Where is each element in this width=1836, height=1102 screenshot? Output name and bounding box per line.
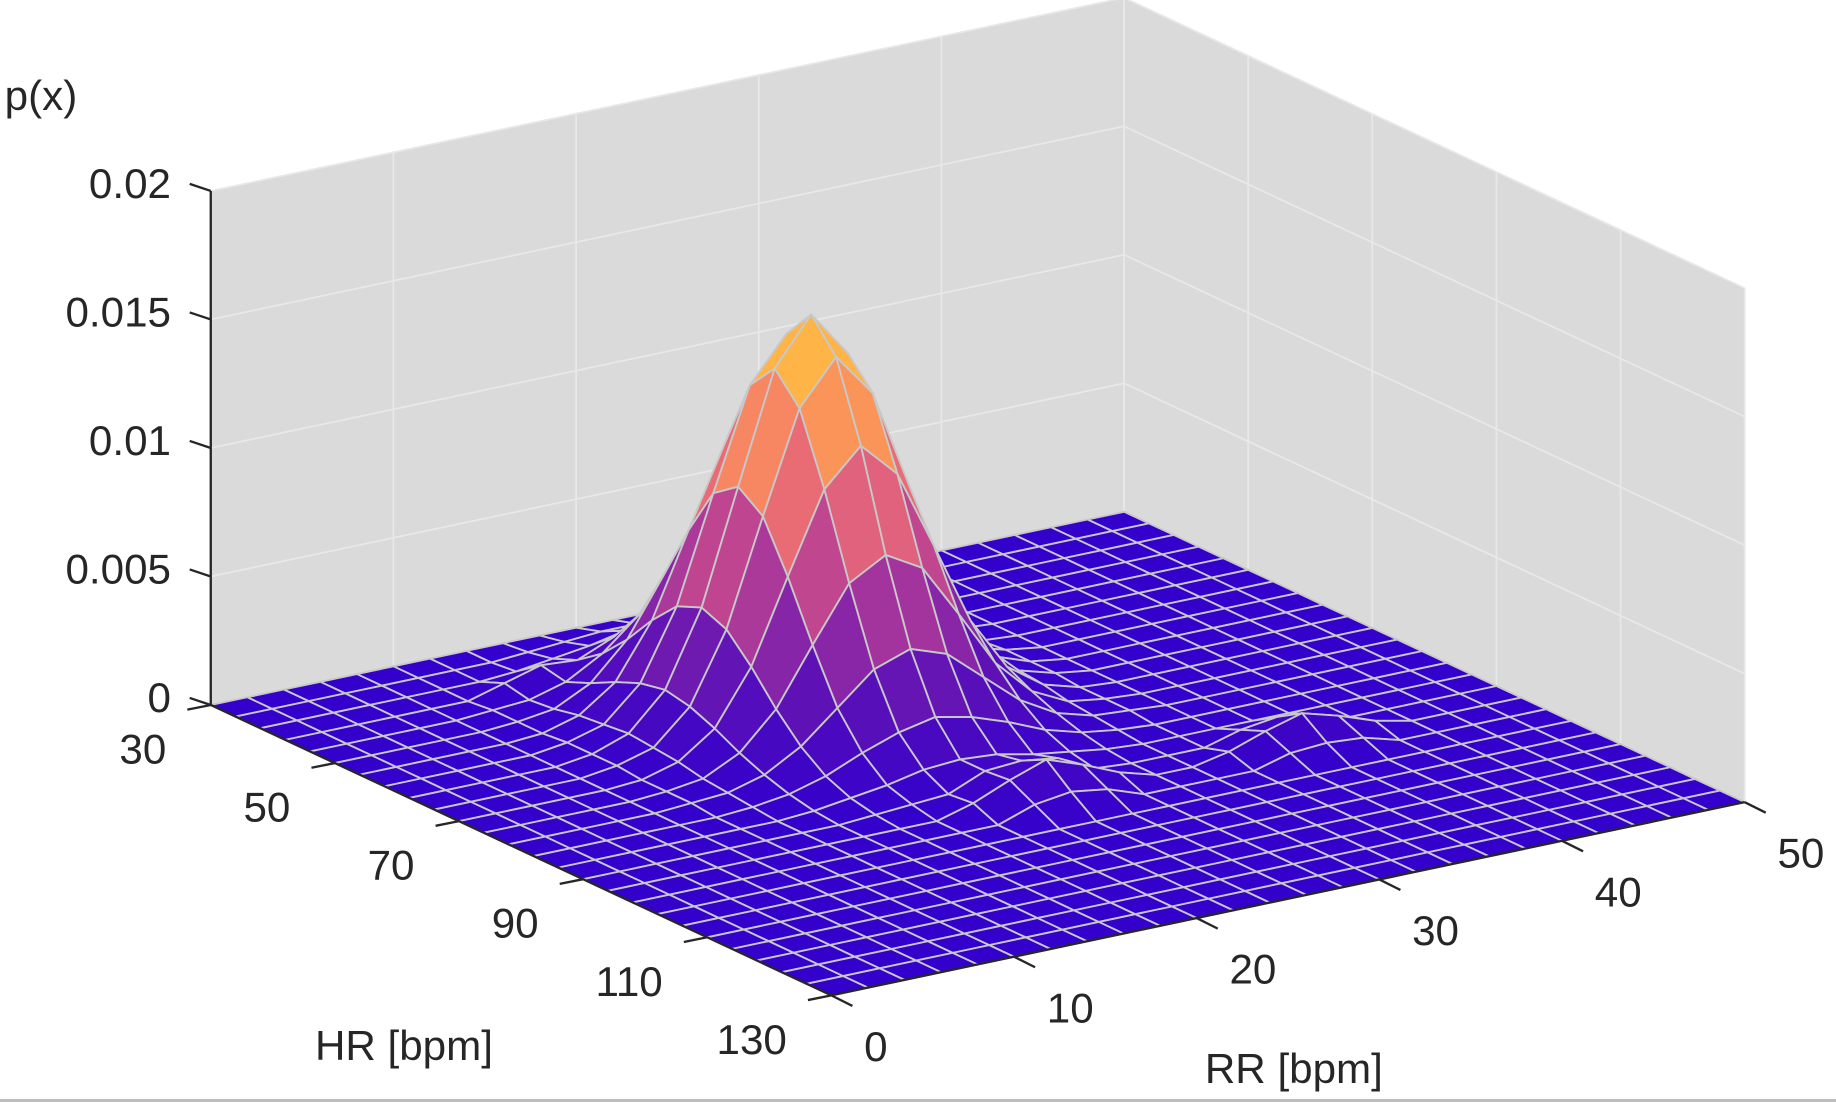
hr-tick-label: 50: [244, 784, 291, 831]
hr-tick-label: 30: [119, 726, 166, 773]
rr-axis-line: [831, 801, 1745, 997]
hr-tick: [311, 761, 336, 769]
z-tick-label: 0.02: [89, 160, 171, 207]
gridline-z: [1123, 253, 1746, 546]
rr-tick-label: 40: [1595, 868, 1642, 915]
z-tick-label: 0.01: [89, 417, 171, 464]
z-tick: [189, 696, 212, 707]
rr-tick: [1378, 878, 1401, 892]
rr-tick-label: 30: [1412, 907, 1459, 954]
hr-tick: [435, 819, 460, 827]
gridline-z: [210, 382, 1125, 578]
z-tick: [189, 568, 212, 578]
z-tick: [189, 311, 212, 321]
z-axis-label: p(x): [5, 72, 78, 119]
gridline-z: [1126, 0, 1746, 289]
tick-labels: 0 0.005 0.01 0.015 0.02 30 50 70 90 110 130 0 10 20 30…: [65, 160, 1824, 1070]
gridline-z: [210, 253, 1125, 449]
surface-mesh: [209, 313, 1746, 997]
rr-tick: [830, 994, 853, 1007]
gridline-z: [1123, 382, 1746, 675]
z-tick-label: 0: [148, 674, 171, 721]
gridline-z: [210, 125, 1125, 321]
axes-lines: [187, 182, 1767, 1007]
bottom-border: [0, 1099, 1836, 1102]
gridline-z: [210, 0, 1118, 192]
hr-tick-label: 90: [492, 900, 539, 947]
hr-tick-label: 110: [596, 958, 663, 1005]
y-axis-label: RR [bpm]: [1205, 1045, 1383, 1092]
hr-tick: [559, 878, 584, 886]
hr-tick: [807, 994, 832, 1002]
hr-axis-line: [210, 703, 832, 997]
rr-tick-label: 20: [1229, 946, 1276, 993]
z-tick: [189, 182, 212, 193]
z-tick-label: 0.005: [65, 545, 170, 592]
rr-tick-label: 0: [864, 1023, 887, 1070]
x-axis-label: HR [bpm]: [315, 1022, 493, 1069]
rr-tick-label: 50: [1777, 830, 1824, 877]
rr-tick-label: 10: [1047, 984, 1094, 1031]
hr-tick: [187, 703, 211, 711]
hr-tick-label: 70: [368, 842, 415, 889]
rr-tick: [1013, 955, 1036, 969]
z-tick-label: 0.015: [65, 288, 170, 335]
hr-tick: [683, 936, 708, 944]
rr-tick: [1561, 839, 1584, 853]
hr-tick-label: 130: [717, 1016, 787, 1063]
rr-tick: [1196, 917, 1219, 930]
rr-tick: [1744, 801, 1767, 814]
gridline-z: [1123, 125, 1746, 418]
z-tick: [189, 439, 212, 450]
